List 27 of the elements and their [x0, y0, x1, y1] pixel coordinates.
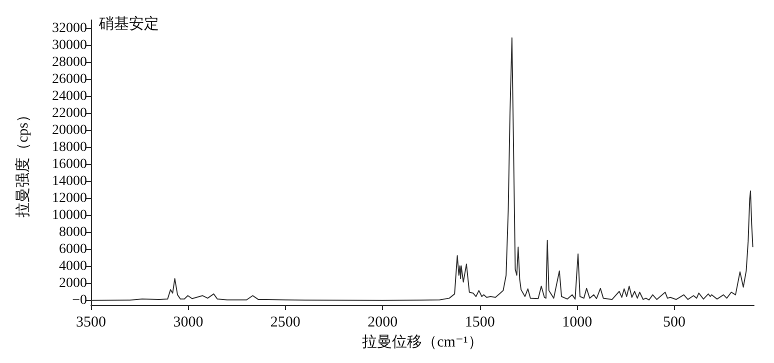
y-tick-label: 2000 — [59, 276, 87, 292]
y-tick-label: 30000 — [52, 38, 87, 54]
x-axis-title: 拉曼位移（cm⁻¹） — [362, 334, 483, 350]
x-tick-label: 1000 — [562, 314, 592, 330]
y-axis-title: 拉曼强度（cps） — [14, 108, 32, 218]
x-tick-label: 1500 — [464, 314, 495, 330]
y-tick-label: 24000 — [52, 89, 87, 104]
y-tick-label: 12000 — [52, 191, 87, 206]
y-tick-label: 22000 — [52, 106, 87, 122]
y-tick-label: 20000 — [52, 123, 87, 138]
y-tick-label: 10000 — [52, 208, 87, 224]
y-tick-label: 28000 — [52, 55, 87, 70]
y-tick-label: 18000 — [52, 140, 87, 156]
y-tick-label: 4000 — [59, 259, 87, 274]
y-tick-label: 8000 — [59, 225, 87, 240]
x-tick-label: 3500 — [76, 314, 106, 330]
y-tick-label: 16000 — [52, 157, 87, 172]
x-tick-label: 2500 — [270, 314, 300, 330]
y-tick-label: 26000 — [52, 72, 87, 88]
y-tick-label: −0 — [72, 293, 87, 308]
y-tick-label: 32000 — [52, 21, 87, 36]
x-tick-label: 500 — [663, 314, 686, 330]
x-tick-label: 2000 — [368, 314, 398, 330]
chart-title: 硝基安定 — [98, 16, 159, 32]
x-tick-label: 3000 — [173, 314, 204, 330]
y-tick-label: 14000 — [52, 174, 87, 190]
y-tick-label: 6000 — [59, 242, 87, 258]
